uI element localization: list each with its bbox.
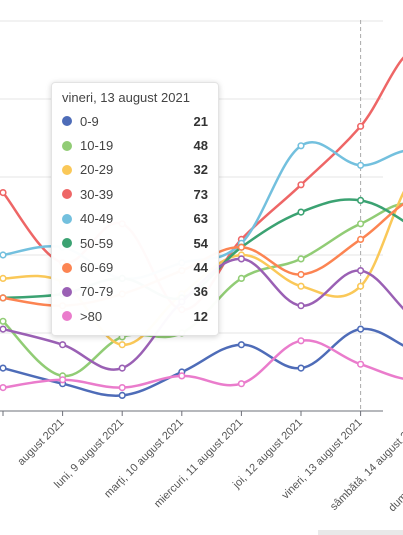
data-point (297, 364, 305, 372)
data-point (357, 196, 365, 204)
data-point (0, 274, 7, 282)
tooltip-row: 50-59 54 (62, 231, 208, 255)
tooltip-row: >80 12 (62, 304, 208, 328)
tooltip: vineri, 13 august 2021 0-9 21 10-19 48 2… (51, 82, 219, 336)
series-color-dot (62, 311, 72, 322)
bottom-scroll-strip (318, 530, 403, 535)
series-value: 44 (193, 260, 208, 276)
tooltip-row: 70-79 36 (62, 280, 208, 304)
data-point (357, 220, 365, 228)
series-name: 30-39 (80, 186, 114, 202)
data-point (0, 294, 7, 302)
data-point (297, 208, 305, 216)
series-name: 40-49 (80, 211, 114, 227)
data-point (0, 189, 7, 197)
tooltip-row: 30-39 73 (62, 182, 208, 206)
data-point (357, 122, 365, 130)
data-point (357, 235, 365, 243)
data-point (118, 364, 126, 372)
data-point (297, 142, 305, 150)
series-name: 0-9 (80, 113, 99, 129)
series-name: >80 (80, 308, 103, 324)
series-name: 60-69 (80, 260, 114, 276)
data-point (237, 243, 245, 251)
data-point (58, 341, 67, 349)
series-value: 48 (193, 138, 208, 154)
data-point (118, 384, 126, 392)
series-name: 20-29 (80, 162, 114, 178)
series-line (2, 327, 403, 397)
data-point (0, 317, 7, 325)
series-0-9 (0, 325, 403, 400)
series--80 (0, 337, 403, 392)
series-value: 12 (193, 308, 208, 324)
data-point (357, 161, 365, 169)
series-value: 54 (193, 235, 208, 251)
data-point (297, 337, 305, 345)
series-color-dot (62, 238, 72, 249)
series-line (2, 202, 403, 378)
data-point (297, 255, 305, 263)
data-point (0, 384, 7, 392)
data-point (0, 364, 7, 372)
series-line (2, 257, 403, 371)
data-point (297, 302, 305, 310)
series-name: 70-79 (80, 284, 114, 300)
tooltip-row: 40-49 63 (62, 207, 208, 231)
tooltip-rows: 0-9 21 10-19 48 20-29 32 30-39 73 40-49 … (62, 109, 208, 329)
data-point (357, 282, 365, 290)
data-point (0, 325, 7, 333)
series-color-dot (62, 213, 72, 224)
x-axis (0, 20, 383, 416)
data-point (0, 251, 7, 259)
series-color-dot (62, 189, 72, 200)
series-color-dot (62, 140, 72, 151)
data-point (297, 270, 305, 279)
series-color-dot (62, 164, 72, 175)
data-point (118, 341, 126, 349)
data-point (357, 267, 365, 275)
data-point (237, 255, 245, 263)
series-name: 50-59 (80, 235, 114, 251)
series-color-dot (62, 262, 72, 273)
series-color-dot (62, 286, 72, 297)
data-point (58, 376, 67, 384)
series-name: 10-19 (80, 138, 114, 154)
tooltip-title: vineri, 13 august 2021 (62, 90, 190, 105)
data-point (357, 325, 365, 333)
tooltip-row: 20-29 32 (62, 158, 208, 182)
tooltip-row: 10-19 48 (62, 133, 208, 157)
data-point (237, 380, 245, 388)
series-value: 73 (193, 186, 208, 202)
x-tick-label: august 2021 (15, 417, 66, 468)
data-point (237, 341, 245, 349)
series-value: 63 (193, 211, 208, 227)
data-point (357, 360, 365, 368)
x-tick-label: sâmbătă, 14 august 2021 (328, 417, 403, 513)
series-value: 21 (193, 113, 208, 129)
series-value: 36 (193, 284, 208, 300)
series-line (2, 339, 403, 389)
series-color-dot (62, 116, 72, 127)
data-point (297, 181, 305, 189)
series-value: 32 (193, 162, 208, 178)
tooltip-row: 60-69 44 (62, 255, 208, 279)
data-point (297, 282, 305, 290)
data-point (237, 274, 245, 283)
tooltip-row: 0-9 21 (62, 109, 208, 133)
data-point (118, 391, 126, 400)
data-point (178, 372, 186, 380)
